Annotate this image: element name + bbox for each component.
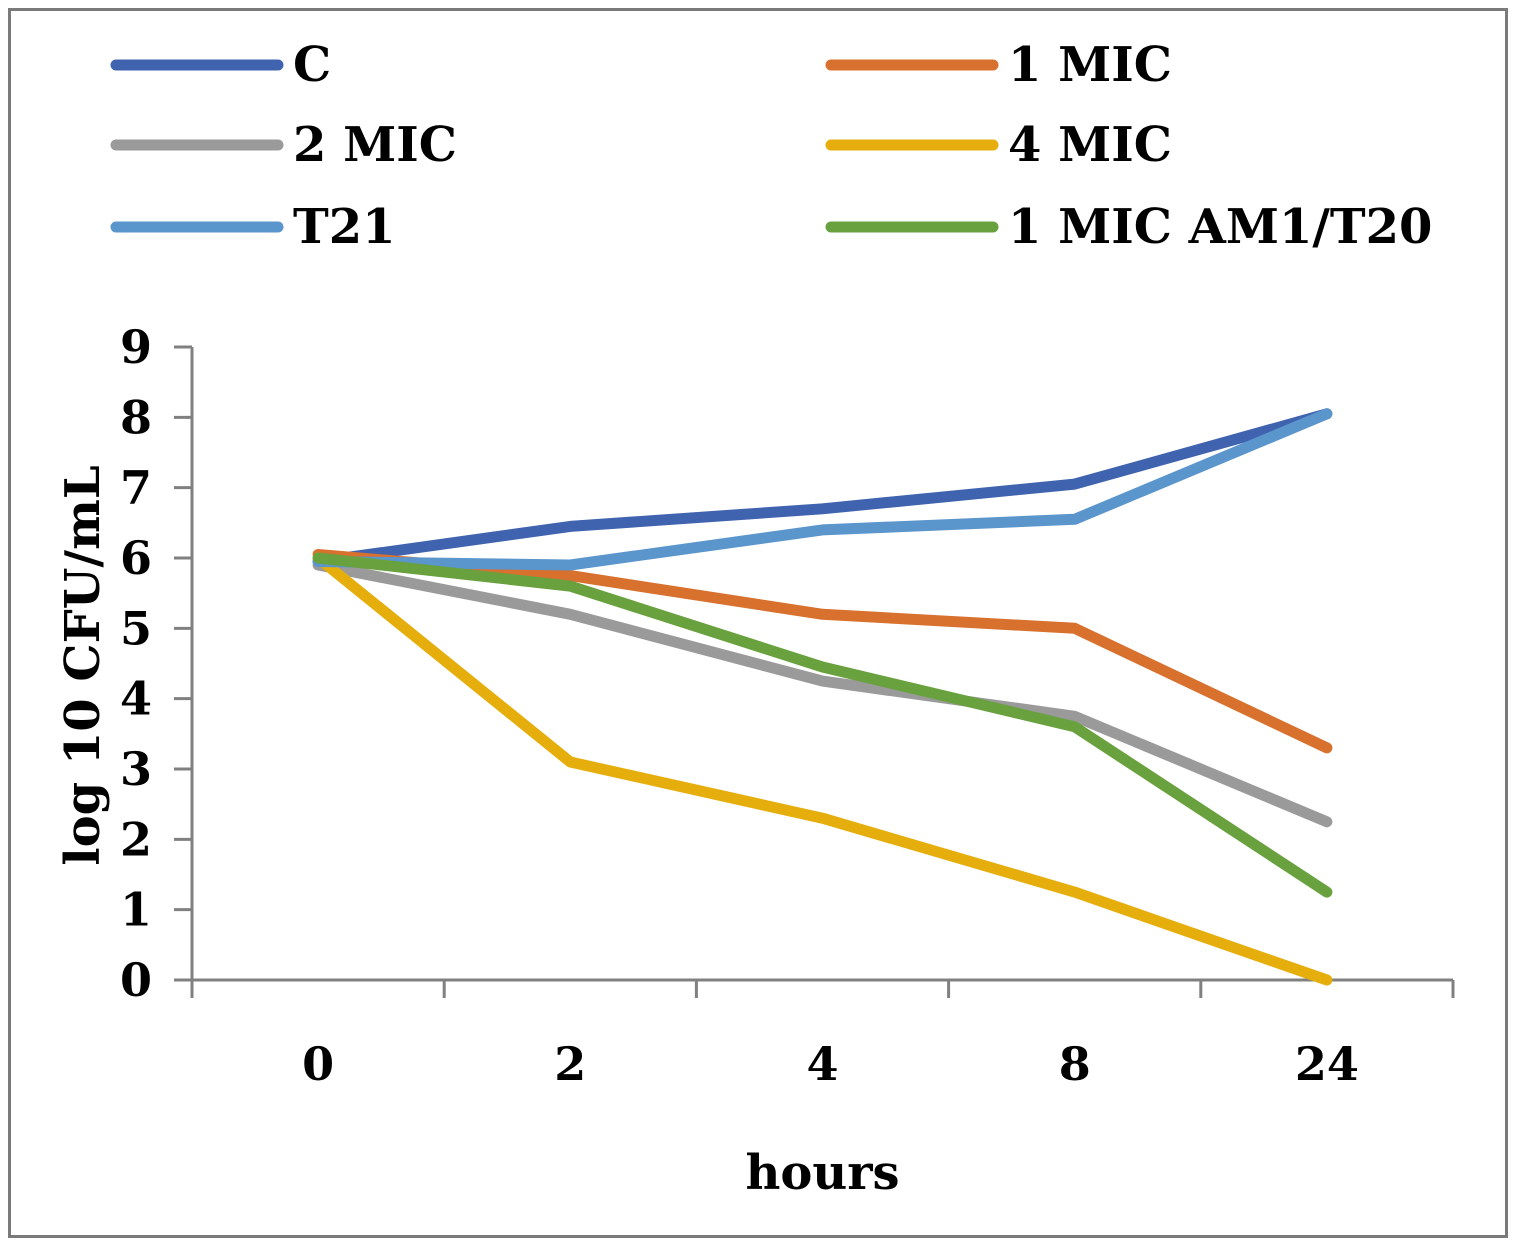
- legend-label: 4 MIC: [1008, 117, 1172, 173]
- legend: C 1 MIC 2 MIC 4 MIC T21 1 MIC AM1/T20: [110, 37, 1432, 255]
- chart-frame: C 1 MIC 2 MIC 4 MIC T21 1 MIC AM1/T20 0 1 2 3 4 5 6…: [8, 8, 1508, 1238]
- legend-label: T21: [293, 199, 396, 255]
- y-tick-label: 2: [120, 812, 152, 866]
- series-line-t21: [312, 408, 1333, 571]
- x-tick-label: 24: [1295, 1037, 1359, 1091]
- y-axis-title: log 10 CFU/mL: [55, 465, 111, 865]
- x-tick-label: 2: [554, 1037, 586, 1091]
- y-tick-label: 1: [120, 883, 152, 937]
- x-tick-label: 0: [302, 1037, 334, 1091]
- series-lines: [312, 408, 1333, 986]
- y-tick-label: 3: [120, 742, 152, 796]
- legend-item: 1 MIC: [825, 37, 1172, 93]
- x-tick-label: 8: [1059, 1037, 1091, 1091]
- x-tick-label: 4: [806, 1037, 838, 1091]
- legend-item: 2 MIC: [110, 117, 457, 173]
- y-tick-label: 5: [120, 601, 152, 655]
- y-tick-label: 6: [120, 531, 152, 585]
- series-line-1-mic: [312, 549, 1333, 754]
- legend-item: T21: [110, 199, 396, 255]
- legend-label: 1 MIC AM1/T20: [1008, 199, 1432, 255]
- series-line-1-mic-am1-t20: [312, 552, 1333, 898]
- legend-item: C: [110, 37, 331, 93]
- line-chart: C 1 MIC 2 MIC 4 MIC T21 1 MIC AM1/T20 0 1 2 3 4 5 6…: [55, 37, 1455, 1201]
- legend-item: 4 MIC: [825, 117, 1172, 173]
- x-axis: 0 2 4 8 24: [190, 978, 1455, 1091]
- y-tick-label: 7: [120, 461, 152, 515]
- legend-label: 1 MIC: [1008, 37, 1172, 93]
- y-tick-label: 0: [120, 953, 152, 1007]
- series-line-2-mic: [312, 559, 1333, 828]
- y-tick-label: 8: [120, 390, 152, 444]
- series-line-4-mic: [312, 552, 1333, 986]
- x-axis-title: hours: [745, 1145, 899, 1201]
- y-tick-label: 4: [120, 672, 152, 726]
- legend-item: 1 MIC AM1/T20: [825, 199, 1432, 255]
- legend-label: 2 MIC: [293, 117, 457, 173]
- legend-label: C: [293, 37, 331, 93]
- series-line-c: [312, 408, 1333, 567]
- y-tick-label: 9: [120, 320, 152, 374]
- y-axis: 0 1 2 3 4 5 6 7 8 9: [120, 320, 194, 1007]
